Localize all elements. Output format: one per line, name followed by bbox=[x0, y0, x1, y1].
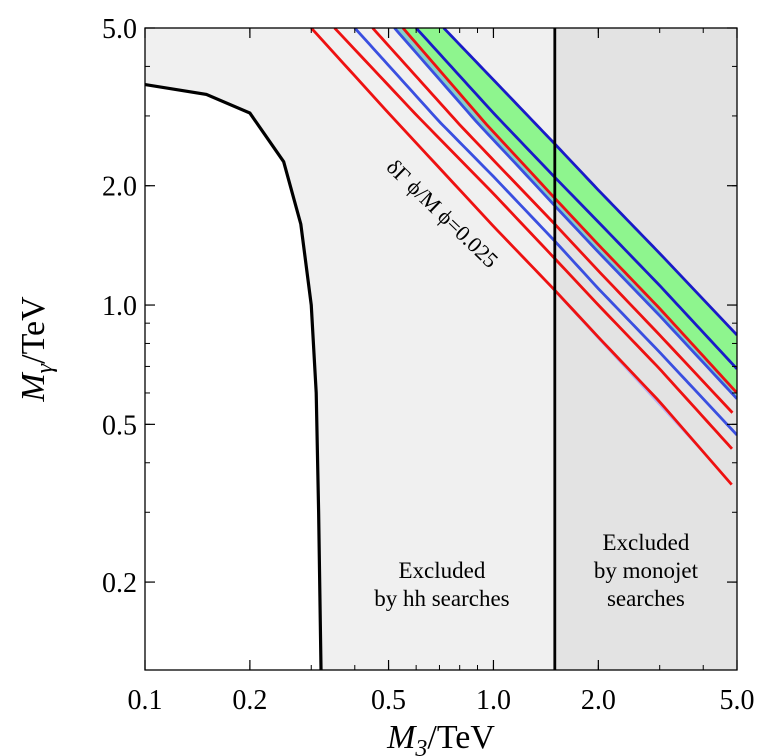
curve-red_2 bbox=[333, 28, 734, 450]
axis-title-sub: 3 bbox=[414, 736, 427, 756]
x-tick-label: 2.0 bbox=[581, 685, 616, 716]
curve-red_3 bbox=[371, 28, 734, 414]
y-tick-label: 0.5 bbox=[102, 410, 137, 441]
x-tick-label: 5.0 bbox=[720, 685, 755, 716]
plot-frame bbox=[144, 27, 738, 671]
region-label-monojet-line: searches bbox=[607, 586, 685, 611]
hh-boundary-curve bbox=[145, 82, 323, 670]
x-tick-label: 0.1 bbox=[128, 685, 163, 716]
curve-blue_1 bbox=[353, 28, 737, 436]
curve-red_4 bbox=[401, 28, 737, 394]
y-tick-label: 2.0 bbox=[102, 172, 137, 203]
axis-title-sub: γ bbox=[32, 363, 58, 373]
y-axis-title: Mγ/TeV bbox=[15, 296, 58, 403]
region-label-hh: Excluded by hh searches bbox=[374, 558, 509, 611]
curve-blue_4 bbox=[442, 28, 737, 337]
region-label-hh-line: Excluded bbox=[398, 558, 485, 583]
y-tick-label: 1.0 bbox=[102, 291, 137, 322]
axis-ticks bbox=[144, 27, 738, 670]
x-tick-label: 0.5 bbox=[371, 685, 406, 716]
region-label-monojet: Excluded by monojet searches bbox=[594, 530, 699, 611]
curve-blue_2 bbox=[393, 28, 737, 400]
chart-labels: 0.1 0.2 0.5 1.0 2.0 5.00.20.51.02.05.0M3/TeVM… bbox=[15, 14, 755, 756]
axis-title-unit: /TeV bbox=[427, 719, 495, 756]
excluded-regions bbox=[145, 28, 737, 670]
x-tick-label: 0.2 bbox=[232, 685, 267, 716]
axis-title-main: M bbox=[15, 372, 52, 403]
region-label-monojet-line: by monojet bbox=[594, 558, 699, 583]
plot-frame-box bbox=[144, 27, 738, 671]
region-label-hh-line: by hh searches bbox=[374, 586, 509, 611]
curve-red_1 bbox=[310, 28, 733, 486]
x-axis-title: M3/TeV bbox=[386, 719, 495, 756]
region-hh-excluded bbox=[145, 28, 555, 670]
axis-title-unit: /TeV bbox=[15, 296, 52, 364]
axis-title-main: M bbox=[386, 719, 417, 756]
x-tick-label: 1.0 bbox=[476, 685, 511, 716]
curve-blue_3 bbox=[415, 28, 737, 370]
contour-curves bbox=[145, 28, 737, 670]
y-tick-label: 5.0 bbox=[102, 14, 137, 45]
region-label-monojet-line: Excluded bbox=[602, 530, 689, 555]
y-tick-label: 0.2 bbox=[102, 568, 137, 599]
